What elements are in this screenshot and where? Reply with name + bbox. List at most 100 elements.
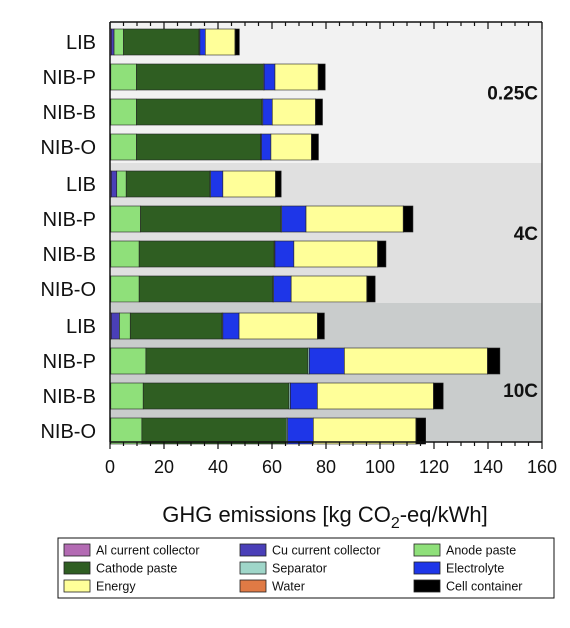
bar-segment-electrolyte — [281, 205, 307, 233]
bar-nib-b-0.25C — [109, 98, 323, 126]
bar-segment-cell-container — [487, 347, 501, 375]
bar-segment-cell-container — [275, 170, 282, 198]
legend-item-al-current-collector: Al current collector — [63, 543, 200, 558]
x-tick-label: 40 — [208, 457, 228, 477]
category-label: NIB-O — [40, 421, 96, 443]
bar-segment-cell-container — [234, 28, 240, 56]
bar-segment-energy — [205, 28, 236, 56]
legend-label: Water — [272, 580, 305, 594]
bar-segment-cathode-paste — [123, 28, 200, 56]
bar-segment-anode-paste — [110, 347, 147, 375]
legend-label: Al current collector — [96, 544, 200, 558]
category-label: NIB-P — [43, 351, 96, 373]
legend-swatch — [239, 579, 267, 593]
x-tick-label: 160 — [527, 457, 557, 477]
group-labels: 0.25C 4C 10C — [487, 84, 538, 403]
bar-segment-electrolyte — [199, 28, 206, 56]
group-label-2: 10C — [503, 381, 538, 402]
category-label: NIB-B — [43, 102, 96, 124]
legend-swatch — [413, 579, 441, 593]
bar-segment-cathode-paste — [140, 205, 282, 233]
legend-label: Cu current collector — [272, 544, 380, 558]
bar-segment-anode-paste — [119, 312, 131, 340]
bar-segment-energy — [274, 63, 319, 91]
group-label-1: 4C — [514, 224, 539, 245]
bar-segment-cu-current-collector — [111, 312, 120, 340]
legend-item-water: Water — [239, 579, 305, 594]
bar-nib-o-0.25C — [109, 133, 319, 161]
legend-label: Anode paste — [446, 544, 516, 558]
x-axis-label: GHG emissions [kg CO2-eq/kWh] — [162, 502, 488, 532]
category-labels: LIB NIB-P NIB-B NIB-O LIB NIB-P NIB-B NIB-O LIB N… — [40, 32, 96, 443]
bar-segment-energy — [238, 312, 318, 340]
bar-segment-anode-paste — [110, 382, 144, 410]
bar-lib-10C — [109, 312, 325, 340]
x-tick-label: 20 — [154, 457, 174, 477]
bar-segment-electrolyte — [261, 133, 272, 161]
group-label-0: 0.25C — [487, 84, 538, 105]
bar-segment-energy — [317, 382, 434, 410]
bar-segment-cathode-paste — [138, 240, 275, 268]
legend-label: Cathode paste — [96, 562, 177, 576]
legend-swatch — [63, 561, 91, 575]
bar-segment-cathode-paste — [136, 98, 263, 126]
bar-segment-electrolyte — [262, 98, 273, 126]
x-ticks: 0 20 40 60 80 100 120 140 160 — [105, 22, 557, 477]
bar-segment-energy — [293, 240, 378, 268]
bar-segment-anode-paste — [116, 170, 127, 198]
bar-segment-cathode-paste — [136, 63, 264, 91]
bar-segment-cathode-paste — [129, 312, 223, 340]
bar-nib-p-4C — [109, 205, 414, 233]
bar-segment-cell-container — [315, 98, 323, 126]
legend-label: Energy — [96, 580, 136, 594]
x-tick-label: 80 — [316, 457, 336, 477]
bar-nib-o-10C — [109, 417, 426, 445]
legend-item-separator: Separator — [239, 562, 327, 576]
category-label: NIB-B — [43, 244, 96, 266]
bar-segment-cu-current-collector — [111, 170, 118, 198]
bar-segment-cathode-paste — [141, 417, 287, 445]
bar-segment-electrolyte — [263, 63, 276, 91]
bar-segment-electrolyte — [210, 170, 224, 198]
legend-item-electrolyte: Electrolyte — [413, 561, 504, 576]
bar-segment-cell-container — [377, 240, 387, 268]
legend-swatch — [63, 543, 91, 557]
legend-swatch — [413, 561, 441, 575]
x-axis-label-subscript: 2 — [391, 515, 400, 532]
bar-segment-cathode-paste — [125, 170, 211, 198]
bar-nib-p-0.25C — [109, 63, 326, 91]
bar-segment-anode-paste — [110, 417, 143, 445]
bar-segment-electrolyte — [287, 417, 314, 445]
bar-lib-0.25C — [109, 28, 240, 56]
legend-item-cu-current-collector: Cu current collector — [239, 543, 380, 558]
legend-swatch — [63, 579, 91, 593]
bar-nib-p-10C — [109, 347, 501, 375]
x-tick-label: 100 — [365, 457, 395, 477]
bar-segment-electrolyte — [222, 312, 240, 340]
bar-segment-cell-container — [366, 275, 376, 303]
category-label: NIB-P — [43, 67, 96, 89]
bar-segment-cathode-paste — [145, 347, 309, 375]
bar-segment-energy — [313, 417, 417, 445]
legend-item-cathode-paste: Cathode paste — [63, 561, 177, 576]
category-label: LIB — [66, 316, 96, 338]
legend-box — [57, 537, 555, 599]
legend-item-cell-container: Cell container — [413, 579, 522, 594]
category-label: NIB-B — [43, 386, 96, 408]
bar-nib-o-4C — [109, 275, 376, 303]
bar-segment-anode-paste — [110, 63, 137, 91]
bar-segment-anode-paste — [113, 28, 124, 56]
bar-segment-electrolyte — [273, 275, 292, 303]
x-axis-label-part: -eq/kWh] — [400, 502, 488, 527]
bar-segment-electrolyte — [274, 240, 295, 268]
bar-segment-cell-container — [433, 382, 444, 410]
bar-nib-b-10C — [109, 382, 444, 410]
legend-swatch — [239, 543, 267, 557]
bar-segment-energy — [305, 205, 404, 233]
x-tick-label: 140 — [473, 457, 503, 477]
bar-segment-electrolyte — [308, 347, 345, 375]
bar-segment-anode-paste — [110, 275, 140, 303]
bar-segment-cathode-paste — [136, 133, 261, 161]
legend-swatch — [413, 543, 441, 557]
